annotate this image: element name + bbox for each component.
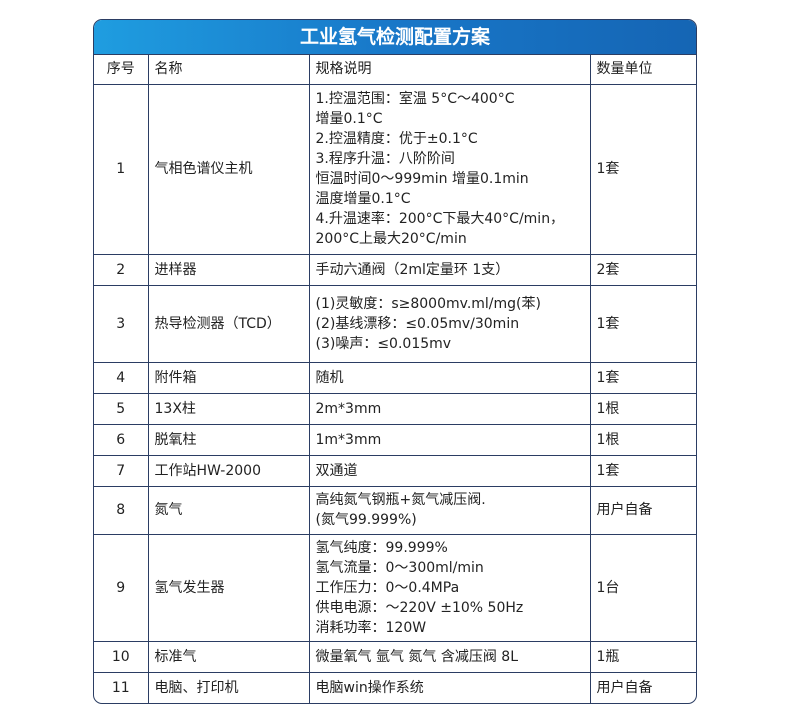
row-no: 8: [94, 485, 149, 535]
row-qty: 1根: [589, 392, 696, 425]
row-name: 热导检测器（TCD）: [147, 284, 310, 363]
row-no: 3: [94, 284, 149, 363]
header-name: 名称: [147, 55, 310, 85]
spec-line: 供电电源：～220V ±10% 50Hz: [315, 599, 524, 616]
row-no: 2: [94, 253, 149, 286]
row-name: 进样器: [147, 253, 310, 286]
row-spec: 2m*3mm: [308, 392, 591, 425]
config-table: 序号 名称 规格说明 数量单位 1 气相色谱仪主机 1.控温范围：室温 5°C～40…: [94, 55, 696, 703]
spec-line: 工作压力：0～0.4MPa: [315, 579, 460, 596]
row-spec: 电脑win操作系统: [308, 671, 591, 703]
spec-line: (3)噪声：≤0.015mv: [315, 335, 452, 352]
row-name: 电脑、打印机: [147, 671, 310, 703]
spec-line: 随机: [315, 369, 344, 386]
table-row: 4 附件箱 随机 1套: [94, 361, 696, 394]
row-spec: 1m*3mm: [308, 423, 591, 456]
spec-line: 2.控温精度：优于±0.1°C: [315, 131, 478, 147]
spec-line: 氢气流量：0～300ml/min: [315, 559, 484, 576]
config-table-container: 工业氢气检测配置方案 序号 名称 规格说明 数量单位 1 气相色谱仪主机 1.控温范…: [93, 19, 697, 704]
spec-line: 微量氧气 氩气 氮气 含减压阀 8L: [315, 648, 519, 665]
row-spec: 高纯氮气钢瓶+氮气减压阀. (氮气99.999%): [308, 485, 591, 535]
row-name: 标准气: [147, 640, 310, 673]
row-name: 脱氧柱: [147, 423, 310, 456]
row-qty: 用户自备: [589, 671, 696, 703]
spec-line: 增量0.1°C: [315, 111, 383, 127]
spec-line: 消耗功率：120W: [315, 619, 427, 636]
row-spec: 随机: [308, 361, 591, 394]
spec-line: (1)灵敏度：s≥8000mv.ml/mg(苯): [315, 295, 541, 312]
row-qty: 1套: [589, 454, 696, 487]
spec-line: 200°C上最大20°C/min: [315, 231, 467, 247]
row-qty: 用户自备: [589, 485, 696, 535]
row-no: 4: [94, 361, 149, 394]
row-spec: (1)灵敏度：s≥8000mv.ml/mg(苯) (2)基线漂移：≤0.05mv/…: [308, 284, 591, 363]
table-row: 8 氮气 高纯氮气钢瓶+氮气减压阀. (氮气99.999%) 用户自备: [94, 485, 696, 535]
spec-line: 3.程序升温：八阶阶间: [315, 151, 455, 167]
row-qty: 1瓶: [589, 640, 696, 673]
row-no: 10: [94, 640, 149, 673]
row-spec: 双通道: [308, 454, 591, 487]
row-name: 附件箱: [147, 361, 310, 394]
table-row: 10 标准气 微量氧气 氩气 氮气 含减压阀 8L 1瓶: [94, 640, 696, 673]
row-qty: 1套: [589, 361, 696, 394]
row-qty: 1根: [589, 423, 696, 456]
row-no: 7: [94, 454, 149, 487]
row-no: 11: [94, 671, 149, 703]
row-no: 6: [94, 423, 149, 456]
spec-line: (氮气99.999%): [315, 512, 417, 528]
spec-line: 4.升温速率：200°C下最大40°C/min，: [315, 211, 565, 227]
table-row: 9 氢气发生器 氢气纯度：99.999% 氢气流量：0～300ml/min 工作压力：0…: [94, 533, 696, 642]
table-row: 5 13X柱 2m*3mm 1根: [94, 392, 696, 425]
spec-line: (2)基线漂移：≤0.05mv/30min: [315, 315, 520, 332]
table-row: 11 电脑、打印机 电脑win操作系统 用户自备: [94, 671, 696, 703]
row-no: 9: [94, 533, 149, 642]
table-row: 1 气相色谱仪主机 1.控温范围：室温 5°C～400°C 增量0.1°C 2.控温精度…: [94, 83, 696, 255]
spec-line: 手动六通阀（2ml定量环 1支）: [315, 261, 510, 278]
header-no: 序号: [94, 55, 149, 85]
row-no: 1: [94, 83, 149, 255]
spec-line: 高纯氮气钢瓶+氮气减压阀.: [315, 492, 486, 508]
row-qty: 2套: [589, 253, 696, 286]
row-name: 氮气: [147, 485, 310, 535]
row-spec: 氢气纯度：99.999% 氢气流量：0～300ml/min 工作压力：0～0.4MP…: [308, 533, 591, 642]
spec-line: 恒温时间0～999min 增量0.1min: [315, 171, 529, 187]
header-qty: 数量单位: [589, 55, 696, 85]
table-row: 6 脱氧柱 1m*3mm 1根: [94, 423, 696, 456]
row-name: 13X柱: [147, 392, 310, 425]
table-row: 3 热导检测器（TCD） (1)灵敏度：s≥8000mv.ml/mg(苯) (2)基线…: [94, 284, 696, 363]
row-spec: 微量氧气 氩气 氮气 含减压阀 8L: [308, 640, 591, 673]
table-title: 工业氢气检测配置方案: [94, 20, 696, 55]
spec-line: 双通道: [315, 462, 358, 479]
header-row: 序号 名称 规格说明 数量单位: [94, 55, 696, 85]
header-spec: 规格说明: [308, 55, 591, 85]
row-qty: 1台: [589, 533, 696, 642]
row-spec: 手动六通阀（2ml定量环 1支）: [308, 253, 591, 286]
spec-line: 1m*3mm: [315, 431, 382, 448]
row-no: 5: [94, 392, 149, 425]
spec-line: 2m*3mm: [315, 400, 382, 417]
table-row: 2 进样器 手动六通阀（2ml定量环 1支） 2套: [94, 253, 696, 286]
row-spec: 1.控温范围：室温 5°C～400°C 增量0.1°C 2.控温精度：优于±0.1°…: [308, 83, 591, 255]
spec-line: 温度增量0.1°C: [315, 191, 411, 207]
spec-line: 电脑win操作系统: [315, 679, 424, 696]
table-row: 7 工作站HW-2000 双通道 1套: [94, 454, 696, 487]
row-qty: 1套: [589, 284, 696, 363]
row-name: 氢气发生器: [147, 533, 310, 642]
row-name: 气相色谱仪主机: [147, 83, 310, 255]
spec-line: 1.控温范围：室温 5°C～400°C: [315, 91, 515, 107]
row-qty: 1套: [589, 83, 696, 255]
row-name: 工作站HW-2000: [147, 454, 310, 487]
spec-line: 氢气纯度：99.999%: [315, 539, 448, 556]
